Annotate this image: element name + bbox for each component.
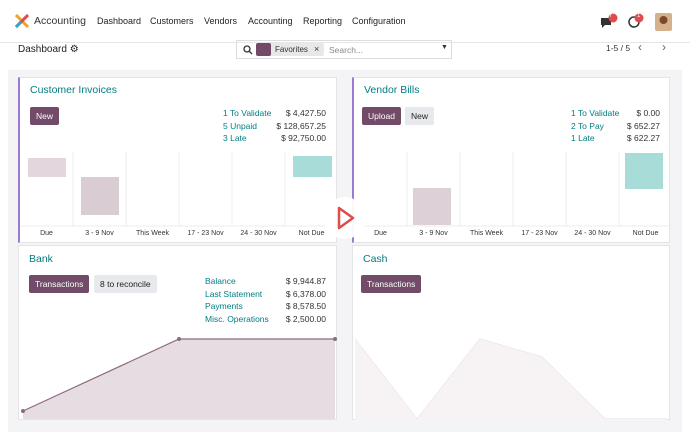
chart-label: 24 - 30 Nov (240, 230, 277, 237)
systray (601, 13, 672, 31)
pager: 1-5 / 5 (606, 43, 631, 53)
filter-tag[interactable]: Favorites × (256, 43, 324, 56)
breadcrumb[interactable]: Dashboard ⚙ (18, 44, 79, 55)
stat-amount: $ 622.27 (626, 133, 660, 143)
card-button[interactable]: Upload (362, 107, 401, 125)
chart-label: 3 - 9 Nov (419, 230, 448, 237)
stat-label[interactable]: 1 To Validate (571, 108, 620, 118)
chart-label: Not Due (632, 230, 659, 237)
stat-amount: $ 128,657.25 (276, 120, 326, 131)
chart-label: This Week (136, 230, 169, 237)
chart-label: Due (374, 230, 387, 237)
chart-label: Due (40, 230, 53, 237)
menu-item[interactable]: Accounting (248, 16, 293, 26)
stat-label[interactable]: 1 To Validate (223, 108, 272, 118)
menu-item[interactable]: Vendors (204, 16, 238, 26)
stat-label[interactable]: 1 Late (571, 133, 595, 143)
card-title[interactable]: Customer Invoices (30, 84, 117, 96)
stat-label[interactable]: Payments (205, 301, 243, 311)
card-graph (354, 338, 667, 420)
badge: 1 (637, 13, 641, 19)
dashboard-card: Bank Transactions 8 to reconcile Balance $ 9… (18, 245, 337, 420)
navbar: Accounting Dashboard Customers Vendors Acco… (0, 0, 690, 43)
filter-text: Favorites (275, 45, 308, 54)
badge: 7 (609, 13, 613, 19)
dashboard-card: Customer Invoices New 1 To Validate $ 4,427… (18, 77, 339, 243)
chart-label: This Week (470, 230, 503, 237)
card-button[interactable]: New (30, 107, 60, 125)
stat-amount: $ 9,944.87 (285, 276, 326, 286)
card-button[interactable]: 8 to reconcile (94, 275, 157, 293)
stat-label[interactable]: Balance (205, 276, 236, 286)
filter-remove[interactable]: × (314, 44, 320, 54)
play-button[interactable] (321, 194, 369, 242)
card-button[interactable]: Transactions (29, 275, 90, 293)
chart-label: 3 - 9 Nov (85, 230, 114, 237)
card-title[interactable]: Vendor Bills (364, 84, 420, 96)
menu-item[interactable]: Reporting (303, 16, 343, 26)
breadcrumb-text: Dashboard (18, 44, 67, 55)
dashboard-card: Cash Transactions (352, 245, 670, 420)
pager-next[interactable]: › (662, 40, 666, 54)
chart-label: 17 - 23 Nov (521, 230, 558, 237)
chart-label: 17 - 23 Nov (187, 230, 224, 237)
stat-amount: $ 6,378.00 (285, 288, 326, 299)
menu-item[interactable]: Configuration (352, 16, 406, 26)
stat-label[interactable]: 5 Unpaid (223, 120, 258, 131)
menu-item[interactable]: Customers (150, 16, 194, 26)
pager-prev[interactable]: ‹ (638, 40, 642, 54)
card-graph (20, 152, 339, 227)
card-graph (21, 337, 337, 419)
chart-label: 24 - 30 Nov (574, 230, 611, 237)
stat-amount: $ 652.27 (626, 120, 660, 131)
menu-item[interactable]: Dashboard (97, 16, 142, 26)
stat-label[interactable]: 2 To Pay (571, 120, 604, 131)
stat-amount: $ 4,427.50 (285, 108, 326, 118)
stat-label[interactable]: Misc. Operations (205, 313, 269, 324)
card-title[interactable]: Cash (363, 253, 388, 265)
chart-label: Not Due (298, 230, 325, 237)
stat-amount: $ 0.00 (636, 108, 660, 118)
stat-label[interactable]: 3 Late (223, 133, 247, 143)
search-placeholder: Search... (329, 45, 364, 55)
card-button[interactable]: New (405, 107, 435, 125)
filter-icon (256, 43, 271, 56)
app-logo (15, 14, 29, 28)
card-title[interactable]: Bank (29, 253, 53, 265)
dashboard-card: Vendor Bills Upload New 1 To Validate $ 0.00… (352, 77, 672, 243)
search-box[interactable]: Favorites × Search... ▼ (236, 40, 452, 59)
card-button[interactable]: Transactions (361, 275, 422, 293)
stat-label[interactable]: Last Statement (205, 288, 263, 299)
stat-amount: $ 8,578.50 (285, 301, 326, 311)
search-toggle[interactable]: ▼ (441, 44, 448, 51)
search-icon (243, 45, 253, 55)
stat-amount: $ 2,500.00 (285, 313, 326, 324)
stat-amount: $ 92,750.00 (281, 133, 326, 143)
app-name: Accounting (34, 15, 86, 27)
card-graph (354, 152, 672, 227)
